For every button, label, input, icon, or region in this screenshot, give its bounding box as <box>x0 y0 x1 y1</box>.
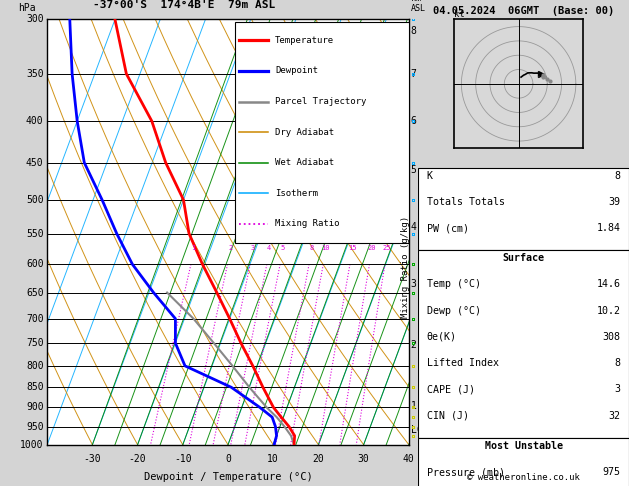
Text: 8: 8 <box>615 171 621 181</box>
Text: 39: 39 <box>609 197 621 207</box>
FancyBboxPatch shape <box>235 21 409 243</box>
Text: 600: 600 <box>26 259 43 269</box>
Text: Dewpoint: Dewpoint <box>275 67 318 75</box>
Text: Mixing Ratio (g/kg): Mixing Ratio (g/kg) <box>401 216 410 318</box>
Text: 15: 15 <box>348 245 357 251</box>
Text: 800: 800 <box>26 361 43 371</box>
Text: 25: 25 <box>382 245 391 251</box>
Text: Dewpoint / Temperature (°C): Dewpoint / Temperature (°C) <box>143 472 313 482</box>
Text: Mixing Ratio: Mixing Ratio <box>275 220 340 228</box>
Text: CIN (J): CIN (J) <box>426 411 469 421</box>
Text: Isotherm: Isotherm <box>275 189 318 198</box>
Text: © weatheronline.co.uk: © weatheronline.co.uk <box>467 473 580 482</box>
Text: hPa: hPa <box>18 3 36 13</box>
Text: CAPE (J): CAPE (J) <box>426 384 475 395</box>
Text: kt: kt <box>454 10 465 19</box>
Text: 700: 700 <box>26 313 43 324</box>
Text: 4: 4 <box>267 245 272 251</box>
Text: Most Unstable: Most Unstable <box>484 441 563 451</box>
Text: 550: 550 <box>26 228 43 239</box>
Text: 950: 950 <box>26 421 43 432</box>
Text: 32: 32 <box>609 411 621 421</box>
Text: 650: 650 <box>26 288 43 297</box>
Text: Temp (°C): Temp (°C) <box>426 279 481 290</box>
Text: 7: 7 <box>411 69 416 79</box>
Text: Dry Adiabat: Dry Adiabat <box>275 128 334 137</box>
Text: 750: 750 <box>26 338 43 348</box>
Text: -20: -20 <box>129 454 147 464</box>
Text: 8: 8 <box>309 245 313 251</box>
Text: -10: -10 <box>174 454 192 464</box>
Text: 10: 10 <box>321 245 330 251</box>
Text: 850: 850 <box>26 382 43 392</box>
Text: 1: 1 <box>191 245 196 251</box>
FancyBboxPatch shape <box>418 438 629 486</box>
FancyBboxPatch shape <box>418 168 629 250</box>
Text: km
ASL: km ASL <box>411 0 426 13</box>
Text: 400: 400 <box>26 116 43 126</box>
FancyBboxPatch shape <box>418 250 629 438</box>
Text: 308: 308 <box>603 332 621 342</box>
Text: -37°00'S  174°4B'E  79m ASL: -37°00'S 174°4B'E 79m ASL <box>94 0 276 10</box>
Text: 1.84: 1.84 <box>596 223 621 233</box>
Text: Surface: Surface <box>503 253 545 263</box>
Text: Dewp (°C): Dewp (°C) <box>426 306 481 316</box>
Text: 10.2: 10.2 <box>596 306 621 316</box>
Text: 5: 5 <box>281 245 285 251</box>
Text: 1: 1 <box>411 400 416 411</box>
Text: 04.05.2024  06GMT  (Base: 00): 04.05.2024 06GMT (Base: 00) <box>433 6 615 16</box>
Text: 8: 8 <box>411 26 416 36</box>
Text: 3: 3 <box>250 245 255 251</box>
Text: 1000: 1000 <box>20 440 43 450</box>
Text: K: K <box>426 171 433 181</box>
Text: Lifted Index: Lifted Index <box>426 358 499 368</box>
Text: Totals Totals: Totals Totals <box>426 197 504 207</box>
Text: 3: 3 <box>411 279 416 289</box>
Text: 5: 5 <box>411 165 416 175</box>
Text: Pressure (mb): Pressure (mb) <box>426 467 504 477</box>
Text: 14.6: 14.6 <box>596 279 621 290</box>
Text: Parcel Trajectory: Parcel Trajectory <box>275 97 367 106</box>
Text: 10: 10 <box>267 454 279 464</box>
Text: 8: 8 <box>615 358 621 368</box>
Text: 40: 40 <box>403 454 415 464</box>
Text: 20: 20 <box>313 454 325 464</box>
Text: 900: 900 <box>26 402 43 413</box>
Text: 975: 975 <box>603 467 621 477</box>
Text: 2: 2 <box>228 245 232 251</box>
Text: 6: 6 <box>411 116 416 126</box>
Text: 30: 30 <box>358 454 369 464</box>
Text: LCL: LCL <box>411 425 428 435</box>
Text: Wet Adiabat: Wet Adiabat <box>275 158 334 167</box>
Text: 500: 500 <box>26 195 43 205</box>
Text: Temperature: Temperature <box>275 36 334 45</box>
Text: -30: -30 <box>84 454 101 464</box>
Text: PW (cm): PW (cm) <box>426 223 469 233</box>
Text: 450: 450 <box>26 157 43 168</box>
Text: 3: 3 <box>615 384 621 395</box>
Text: 350: 350 <box>26 69 43 79</box>
Text: θe(K): θe(K) <box>426 332 457 342</box>
Text: 2: 2 <box>411 340 416 350</box>
Text: 300: 300 <box>26 15 43 24</box>
Text: 4: 4 <box>411 222 416 232</box>
Text: 0: 0 <box>225 454 231 464</box>
Text: 20: 20 <box>367 245 376 251</box>
